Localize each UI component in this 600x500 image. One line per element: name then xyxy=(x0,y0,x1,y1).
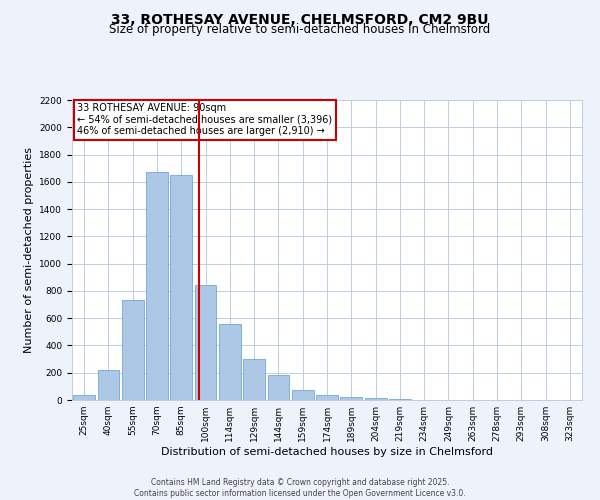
Bar xyxy=(97,370,119,400)
Y-axis label: Number of semi-detached properties: Number of semi-detached properties xyxy=(24,147,34,353)
Bar xyxy=(316,395,338,400)
Text: 33, ROTHESAY AVENUE, CHELMSFORD, CM2 9BU: 33, ROTHESAY AVENUE, CHELMSFORD, CM2 9BU xyxy=(111,12,489,26)
Bar xyxy=(219,324,241,400)
Text: Contains HM Land Registry data © Crown copyright and database right 2025.
Contai: Contains HM Land Registry data © Crown c… xyxy=(134,478,466,498)
Bar xyxy=(243,359,265,400)
Bar xyxy=(73,394,95,400)
Bar xyxy=(365,398,386,400)
Bar xyxy=(170,175,192,400)
Text: Size of property relative to semi-detached houses in Chelmsford: Size of property relative to semi-detach… xyxy=(109,24,491,36)
Bar xyxy=(122,300,143,400)
X-axis label: Distribution of semi-detached houses by size in Chelmsford: Distribution of semi-detached houses by … xyxy=(161,447,493,457)
Bar xyxy=(292,390,314,400)
Bar xyxy=(268,376,289,400)
Text: 33 ROTHESAY AVENUE: 90sqm
← 54% of semi-detached houses are smaller (3,396)
46% : 33 ROTHESAY AVENUE: 90sqm ← 54% of semi-… xyxy=(77,103,332,136)
Bar xyxy=(194,286,217,400)
Bar xyxy=(340,398,362,400)
Bar xyxy=(146,172,168,400)
